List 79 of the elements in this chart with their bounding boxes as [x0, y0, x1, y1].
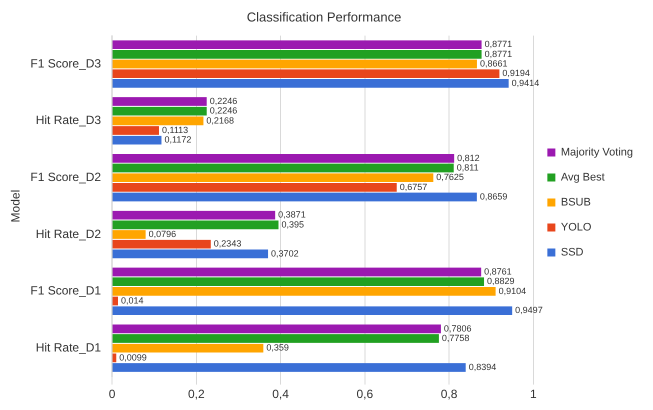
bar	[112, 60, 477, 68]
data-label: 0,9414	[512, 78, 540, 88]
y-tick-label: F1 Score_D1	[30, 284, 102, 298]
data-label: 0,812	[457, 152, 480, 163]
y-tick-label: Hit Rate_D2	[36, 226, 102, 241]
data-label: 0,3871	[278, 210, 306, 220]
bar	[112, 240, 211, 249]
bar	[112, 334, 439, 343]
bar	[112, 40, 482, 50]
legend-label: BSUB	[560, 196, 591, 209]
bar	[112, 106, 207, 116]
x-tick-label: 0,8	[440, 387, 458, 402]
bar	[112, 78, 509, 88]
data-label: 0,3702	[271, 248, 299, 258]
bar	[112, 210, 276, 220]
bar	[112, 69, 500, 78]
data-label: 0,2246	[210, 96, 238, 106]
bar	[112, 136, 162, 145]
data-label: 0,2168	[206, 115, 234, 126]
data-label: 0,9194	[502, 68, 530, 78]
y-tick-label: F1 Score_D3	[30, 56, 102, 70]
y-tick-label: Hit Rate_D1	[36, 340, 102, 354]
data-label: 0,8394	[468, 362, 496, 372]
data-label: 0,7806	[444, 323, 472, 334]
bar	[112, 97, 207, 106]
data-label: 0,2246	[210, 106, 238, 116]
bar	[112, 287, 496, 296]
legend-label: Majority Voting	[560, 146, 634, 159]
data-label: 0,359	[266, 342, 289, 353]
y-tick-label: Hit Rate_D3	[36, 113, 102, 128]
bar	[112, 220, 278, 230]
y-axis-title: Model	[8, 190, 23, 222]
bar	[112, 183, 397, 192]
data-label: 0,8771	[484, 39, 512, 50]
bar	[112, 230, 146, 239]
bar	[112, 268, 482, 276]
data-label: 0,811	[456, 162, 479, 173]
data-label: 0,8829	[487, 276, 515, 286]
x-tick-label: 0,6	[356, 387, 374, 402]
x-tick-label: 0,2	[188, 387, 206, 402]
bar	[112, 344, 264, 353]
bar	[112, 173, 434, 182]
data-label: 0,7758	[442, 333, 470, 344]
data-label: 0,0099	[119, 352, 147, 362]
bar	[112, 277, 484, 286]
data-label: 0,8761	[484, 266, 512, 277]
bar	[112, 324, 441, 334]
bar	[112, 363, 466, 372]
legend-label: Avg Best	[560, 172, 605, 184]
data-label: 0,1172	[164, 134, 192, 145]
data-label: 0,014	[120, 295, 144, 306]
bar	[112, 296, 118, 306]
legend-label: SSD	[560, 246, 584, 259]
data-label: 0,395	[281, 219, 304, 230]
bar	[112, 164, 454, 172]
bar	[112, 50, 482, 59]
data-label: 0,0796	[148, 229, 176, 239]
bar	[112, 249, 268, 258]
bar	[112, 306, 512, 316]
data-label: 0,8659	[480, 191, 508, 202]
data-label: 0,7625	[436, 172, 464, 182]
data-label: 0,9104	[498, 286, 526, 296]
y-tick-label: F1 Score_D2	[30, 170, 102, 184]
bar	[112, 154, 454, 163]
bar	[112, 192, 477, 202]
bar	[112, 354, 116, 362]
chart-title: Classification Performance	[246, 9, 402, 24]
data-label: 0,9497	[515, 305, 543, 316]
bar	[112, 126, 159, 135]
data-label: 0,8661	[480, 58, 508, 68]
x-tick-label: 0	[108, 387, 116, 402]
data-label: 0,1113	[162, 124, 188, 135]
data-label: 0,6757	[400, 182, 428, 192]
data-label: 0,2343	[214, 238, 242, 249]
legend-label: YOLO	[560, 222, 592, 234]
data-label: 0,8771	[484, 48, 512, 59]
bar	[112, 116, 204, 126]
x-tick-label: 1	[530, 387, 538, 402]
x-tick-label: 0,4	[272, 387, 290, 402]
